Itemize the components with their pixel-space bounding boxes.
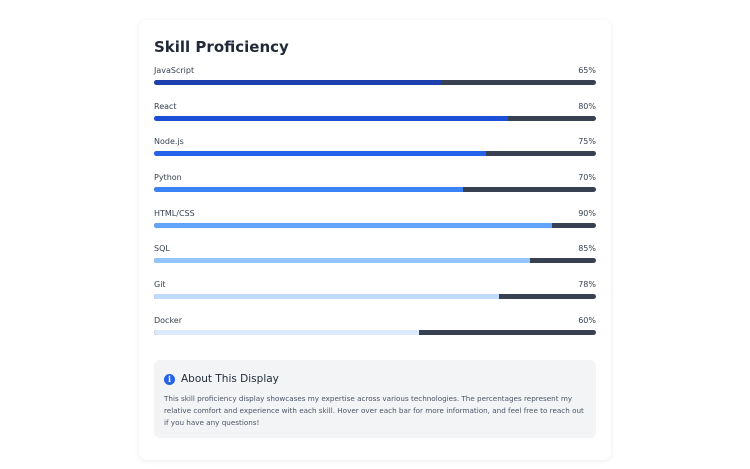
skill-bar-fill	[154, 115, 508, 121]
skill-percent: 90%	[578, 208, 596, 218]
skill-bar-fill	[154, 187, 464, 193]
skill-item-python[interactable]: Python 70%	[154, 172, 596, 208]
skill-bar-track[interactable]	[154, 258, 596, 264]
skill-name: Node.js	[154, 137, 184, 147]
page-title: Skill Proficiency	[154, 38, 289, 56]
skill-percent: 78%	[578, 280, 596, 290]
skill-name: Git	[154, 280, 166, 290]
skill-percent: 60%	[578, 315, 596, 325]
skill-bar-track[interactable]	[154, 329, 596, 335]
skill-bar-fill	[154, 329, 420, 335]
skill-name: React	[154, 101, 177, 111]
about-panel: i About This Display This skill proficie…	[154, 360, 596, 438]
skill-bar-track[interactable]	[154, 222, 596, 228]
about-text: This skill proficiency display showcases…	[164, 394, 584, 427]
info-icon: i	[164, 373, 175, 385]
skill-bar-track[interactable]	[154, 187, 596, 193]
skill-percent: 75%	[578, 137, 596, 147]
skill-bar-track[interactable]	[154, 294, 596, 300]
skill-name: JavaScript	[154, 66, 195, 75]
skill-percent: 85%	[578, 244, 596, 254]
skill-name: Python	[154, 173, 182, 183]
skill-item-javascript[interactable]: JavaScript 65%	[154, 65, 596, 101]
skill-item-nodejs[interactable]: Node.js 75%	[154, 136, 596, 172]
skill-name: Docker	[154, 315, 183, 325]
skill-bar-track[interactable]	[154, 115, 596, 121]
skill-bar-track[interactable]	[154, 151, 596, 157]
skill-card: Skill Proficiency JavaScript 65% React 8…	[139, 20, 611, 460]
skill-bar-fill	[154, 80, 442, 85]
skill-item-html-css[interactable]: HTML/CSS 90%	[154, 208, 596, 244]
about-title: About This Display	[181, 373, 279, 385]
skill-percent: 70%	[578, 173, 596, 183]
skill-percent: 65%	[578, 66, 596, 75]
skill-item-sql[interactable]: SQL 85%	[154, 243, 596, 279]
skill-bar-fill	[154, 294, 499, 300]
skill-bar-track[interactable]	[154, 80, 596, 85]
skill-list: JavaScript 65% React 80% Node.js 75%	[154, 65, 596, 351]
skill-name: SQL	[154, 244, 170, 254]
skill-percent: 80%	[578, 101, 596, 111]
skill-item-react[interactable]: React 80%	[154, 101, 596, 137]
skill-name: HTML/CSS	[154, 208, 195, 218]
skill-bar-fill	[154, 151, 486, 157]
skill-item-docker[interactable]: Docker 60%	[154, 315, 596, 351]
skill-bar-fill	[154, 258, 530, 264]
skill-item-git[interactable]: Git 78%	[154, 279, 596, 315]
skill-bar-fill	[154, 222, 552, 228]
